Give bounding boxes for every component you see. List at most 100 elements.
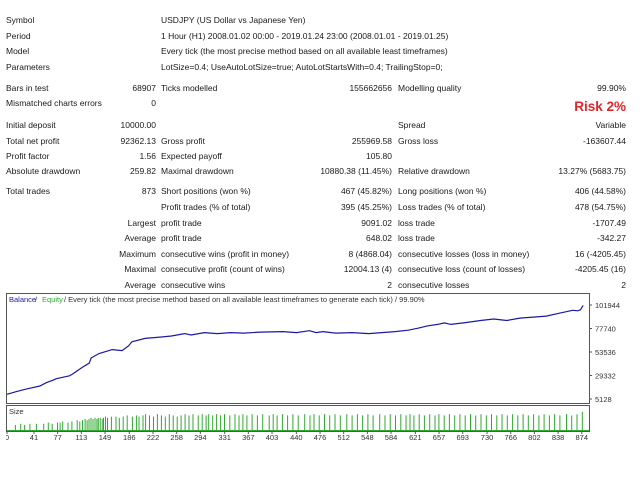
avg-cons-losses-label: consecutive losses (398, 280, 470, 290)
x-tick-label: 440 (290, 433, 303, 441)
ticks-label: Ticks modelled (161, 83, 218, 93)
size-bar (105, 416, 106, 431)
average-loss-label: loss trade (398, 233, 435, 243)
size-bar (566, 414, 567, 431)
size-bar (156, 414, 158, 431)
largest-loss-value: -1707.49 (592, 218, 626, 228)
x-tick-label: 512 (337, 433, 350, 441)
size-bar (94, 417, 96, 431)
size-bar (57, 422, 58, 431)
size-bar (251, 414, 253, 431)
balance-line (6, 305, 584, 395)
y-axis: 101944 77740 53536 29332 5128 (589, 301, 620, 404)
size-bar (464, 415, 466, 431)
size-bar (67, 422, 69, 431)
average-cons-label: Average (124, 280, 156, 290)
size-bar (208, 414, 210, 431)
size-bar (14, 425, 16, 431)
size-bar (559, 415, 561, 431)
size-bar (216, 414, 218, 431)
rel-drawdown-label: Relative drawdown (398, 166, 470, 176)
x-tick-label: 657 (433, 433, 446, 441)
total-trades-label: Total trades (6, 186, 50, 196)
size-bar (99, 417, 101, 431)
size-bar (512, 414, 514, 431)
size-bar (576, 414, 578, 431)
net-profit-value: 92362.13 (120, 136, 156, 146)
size-bar (517, 415, 519, 431)
size-bar (379, 414, 381, 431)
size-bar (220, 415, 222, 431)
size-bar (480, 414, 482, 431)
size-bar (281, 414, 283, 431)
size-bar (491, 414, 492, 431)
size-bar (59, 422, 61, 431)
size-bar (318, 415, 320, 431)
size-bar (238, 415, 240, 431)
max-drawdown-label: Maximal drawdown (161, 166, 234, 176)
legend-balance: Balance (9, 295, 36, 304)
size-bar (297, 415, 299, 431)
size-bar (413, 415, 415, 431)
x-axis: 0 41 77 113 149 186 222 258 294 331 367 403 440 476 51… (6, 431, 588, 441)
size-bar (115, 416, 117, 431)
size-bars (7, 411, 589, 431)
x-tick-label: 838 (552, 433, 565, 441)
size-bar (29, 423, 31, 431)
size-bar (395, 415, 396, 431)
deposit-value: 10000.00 (120, 120, 156, 130)
size-bar (212, 415, 214, 431)
avg-cons-wins-label: consecutive wins (161, 280, 226, 290)
size-bar (543, 414, 545, 431)
profit-trades-label: Profit trades (% of total) (161, 202, 251, 212)
gross-loss-value: -163607.44 (582, 136, 626, 146)
size-bar (62, 421, 64, 431)
quality-value: 99.90% (597, 83, 626, 93)
expected-payoff-label: Expected payoff (161, 151, 222, 161)
size-bar (409, 414, 411, 431)
short-positions-label: Short positions (won %) (161, 186, 251, 196)
size-bar (96, 419, 98, 431)
gross-profit-label: Gross profit (161, 136, 205, 146)
size-bar (122, 416, 124, 431)
largest-loss-label: loss trade (398, 218, 435, 228)
maximal-profit-value: 12004.13 (4) (343, 264, 392, 274)
symbol-value: USDJPY (US Dollar vs Japanese Yen) (161, 15, 306, 25)
x-tick-label: 0 (6, 433, 9, 441)
size-bar (234, 414, 236, 431)
maximum-label: Maximum (119, 249, 156, 259)
size-bar (176, 416, 178, 431)
size-bar (201, 414, 203, 431)
model-label: Model (6, 46, 30, 56)
maximal-label: Maximal (124, 264, 156, 274)
bars-value: 68907 (132, 83, 156, 93)
x-tick-label: 367 (242, 433, 255, 441)
size-bar (459, 414, 461, 431)
size-bar (309, 415, 311, 431)
size-bar (548, 415, 550, 431)
size-bar (35, 423, 37, 431)
max-cons-wins-value: 8 (4868.04) (348, 249, 392, 259)
legend-equity: Equity (42, 295, 63, 304)
size-bar (304, 414, 306, 431)
size-bar (246, 415, 248, 431)
size-bar (384, 415, 386, 431)
size-bar (485, 415, 487, 431)
size-bar (131, 416, 133, 431)
short-positions-value: 467 (45.82%) (340, 186, 392, 196)
y-tick-label: 53536 (595, 348, 616, 357)
quality-label: Modelling quality (398, 83, 462, 93)
size-bar (527, 415, 529, 431)
size-bar (287, 415, 289, 431)
largest-profit-value: 9091.02 (361, 218, 392, 228)
maximal-loss-label: consecutive loss (count of losses) (398, 264, 526, 274)
size-bar (82, 420, 83, 431)
legend-sep: / (35, 295, 38, 304)
size-bar (329, 415, 331, 431)
profit-factor-value: 1.56 (139, 151, 156, 161)
size-bar (149, 415, 150, 431)
size-bar (90, 417, 92, 431)
long-positions-value: 406 (44.58%) (574, 186, 626, 196)
x-tick-label: 621 (409, 433, 422, 441)
size-bar (272, 414, 274, 431)
